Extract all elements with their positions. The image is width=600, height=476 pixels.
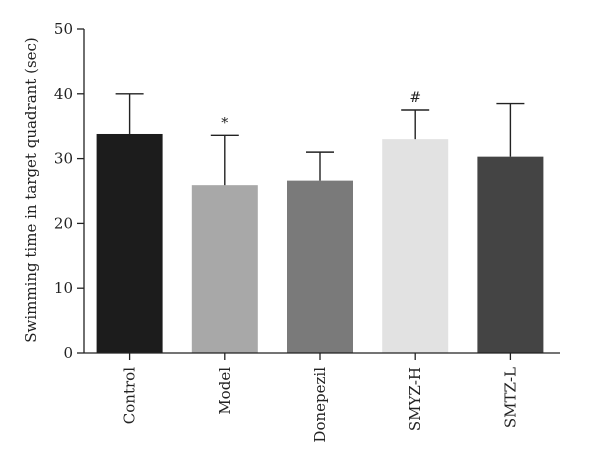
- x-tick-label-model: Model: [216, 367, 234, 415]
- x-tick-label-smyz-h: SMYZ-H: [406, 367, 424, 431]
- axes-layer: Control Model Donepezil SMYZ-H SMTZ-L 0 10 20 30…: [54, 20, 560, 443]
- y-axis-title: Swimming time in target quadrant (sec): [22, 37, 40, 343]
- y-tick-label-40: 40: [54, 85, 73, 103]
- y-tick-label-0: 0: [63, 344, 73, 362]
- bar-control: [96, 133, 163, 353]
- bars-layer: [96, 133, 544, 353]
- bar-smyz-h: [382, 139, 449, 353]
- x-tick-label-smtz-l: SMTZ-L: [501, 367, 519, 428]
- annotations-layer: *#: [221, 90, 421, 131]
- x-tick-label-control: Control: [121, 367, 139, 424]
- y-tick-label-10: 10: [54, 279, 73, 297]
- error-bars-layer: [115, 93, 525, 186]
- y-tick-label-30: 30: [54, 150, 73, 168]
- bar-smtz-l: [477, 156, 544, 353]
- y-axis-title-group: Swimming time in target quadrant (sec): [22, 37, 40, 343]
- y-tick-label-20: 20: [54, 214, 73, 232]
- y-tick-label-50: 50: [54, 20, 73, 38]
- x-tick-label-donepezil: Donepezil: [311, 367, 329, 443]
- significance-mark-smyz-h: #: [409, 90, 421, 106]
- bar-donepezil: [287, 180, 353, 353]
- bar-model: [191, 185, 258, 353]
- significance-mark-model: *: [221, 115, 228, 131]
